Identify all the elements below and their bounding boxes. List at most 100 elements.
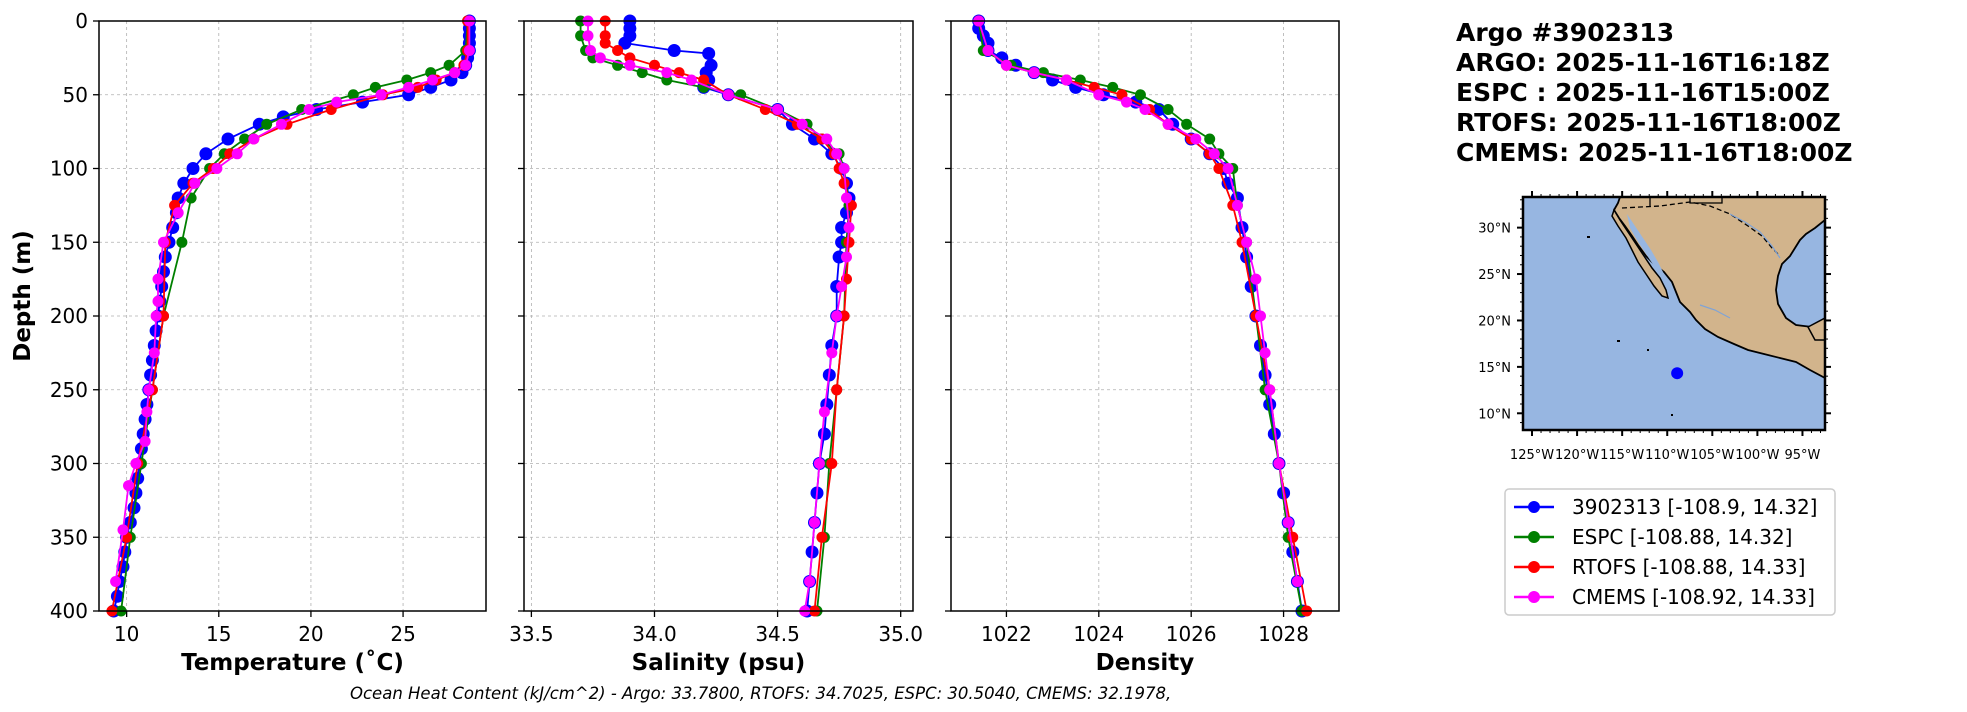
data-point — [1121, 96, 1132, 108]
data-point — [248, 133, 260, 145]
data-point — [838, 177, 850, 189]
y-tick-label: 250 — [50, 378, 88, 402]
data-point — [831, 310, 843, 322]
map-border-us-mexico — [1621, 201, 1781, 257]
grid — [524, 20, 913, 612]
map-lat-label: 30°N — [1478, 222, 1511, 237]
data-point — [722, 89, 734, 101]
data-point — [1258, 368, 1272, 382]
y-tick-label: 200 — [50, 304, 88, 328]
y-tick-label: 350 — [50, 525, 88, 549]
map-lat-label: 20°N — [1478, 314, 1511, 329]
data-point — [685, 74, 697, 86]
data-point — [347, 89, 359, 101]
header-title: Argo #3902313 — [1456, 18, 1674, 47]
map-lat-label: 10°N — [1478, 407, 1511, 422]
data-point — [463, 45, 475, 56]
data-point — [1204, 133, 1216, 145]
data-point — [261, 118, 273, 130]
data-point — [667, 44, 681, 57]
map-gulf-of-california — [1627, 214, 1668, 286]
x-tick-label: 15 — [206, 622, 231, 646]
data-point — [618, 36, 632, 50]
map-yucatan — [1806, 317, 1825, 341]
data-point — [1181, 118, 1193, 130]
data-point — [189, 177, 201, 189]
data-point — [772, 104, 784, 115]
data-point — [123, 480, 134, 492]
header-rtofs-time: RTOFS: 2025-11-16T18:00Z — [1456, 108, 1841, 137]
legend-frame — [1504, 488, 1836, 616]
data-point — [796, 118, 808, 130]
legend-label: CMEMS [-108.92, 14.33] — [1572, 585, 1815, 609]
legend-marker — [1528, 591, 1540, 603]
data-point — [1208, 148, 1220, 160]
data-point — [843, 236, 855, 248]
legend: 3902313 [-108.9, 14.32] ESPC [-108.88, 14… — [1504, 488, 1836, 616]
data-point — [826, 347, 838, 359]
series-cmems — [973, 15, 1303, 587]
x-tick-label: 1026 — [1166, 622, 1217, 646]
temperature-panel: 10 15 20 25050100150200250300350400Temperat… — [50, 9, 487, 676]
legend-entry: CMEMS [-108.92, 14.33] — [1514, 585, 1815, 609]
data-point — [843, 222, 855, 233]
data-point — [1139, 104, 1151, 115]
data-point — [841, 192, 852, 204]
data-point — [1231, 199, 1243, 211]
data-point — [612, 45, 624, 56]
legend-label: 3902313 [-108.9, 14.32] — [1572, 495, 1817, 519]
legend-marker — [1528, 531, 1540, 543]
series-line — [114, 21, 471, 582]
data-point — [831, 384, 843, 396]
data-point — [1282, 517, 1294, 528]
legend-marker — [1528, 501, 1540, 513]
data-point — [1273, 458, 1285, 469]
header-espc-time: ESPC : 2025-11-16T15:00Z — [1456, 78, 1830, 107]
data-point — [1291, 576, 1303, 587]
data-point — [582, 30, 594, 42]
map-island — [1647, 349, 1649, 351]
header-argo-time: ARGO: 2025-11-16T16:18Z — [1456, 48, 1830, 77]
data-point — [1107, 81, 1119, 93]
data-point — [636, 67, 648, 79]
data-point — [172, 207, 184, 219]
map-lat-label: 15°N — [1478, 361, 1511, 376]
ocean-heat-content-caption: Ocean Heat Content (kJ/cm^2) - Argo: 33.… — [350, 684, 1171, 703]
map-state-lines — [1649, 197, 1723, 206]
y-tick-label: 150 — [50, 230, 88, 254]
float-location-marker — [1671, 367, 1684, 380]
data-point — [1093, 89, 1105, 101]
legend-entry: ESPC [-108.88, 14.32] — [1514, 525, 1793, 549]
map-ticks — [1517, 191, 1831, 436]
data-point — [838, 163, 850, 174]
data-point — [1222, 163, 1234, 174]
map-labels: 30°N 25°N 20°N 15°N 10°N 125°W 120°W 115°W 110°W… — [1478, 222, 1820, 463]
data-point — [1259, 347, 1271, 359]
legend-entry: 3902313 [-108.9, 14.32] — [1514, 495, 1817, 519]
data-point — [1287, 531, 1299, 543]
map-island — [1671, 414, 1673, 416]
map-lon-label: 115°W — [1600, 448, 1644, 463]
data-point — [1190, 133, 1202, 145]
map-lon-label: 95°W — [1785, 448, 1821, 463]
depth-axis-label: Depth (m) — [10, 230, 36, 362]
map-land — [1612, 197, 1825, 380]
x-axis-label: Salinity (psu) — [632, 650, 806, 676]
data-point — [698, 74, 710, 86]
data-point — [1028, 67, 1040, 79]
data-point — [818, 406, 830, 418]
data-point — [460, 59, 472, 71]
series-cmems — [110, 15, 475, 587]
data-point — [331, 96, 343, 108]
salinity-panel: 33.5 34.0 34.5 35.0 Salinity (psu) — [509, 14, 923, 676]
data-point — [809, 517, 820, 528]
data-point — [1162, 118, 1174, 130]
data-point — [841, 251, 852, 263]
map-island — [1587, 236, 1590, 238]
map-lon-label: 125°W — [1510, 448, 1554, 463]
data-point — [110, 576, 122, 587]
map-lon-label: 100°W — [1735, 448, 1779, 463]
data-point — [139, 435, 151, 447]
data-point — [624, 59, 636, 71]
